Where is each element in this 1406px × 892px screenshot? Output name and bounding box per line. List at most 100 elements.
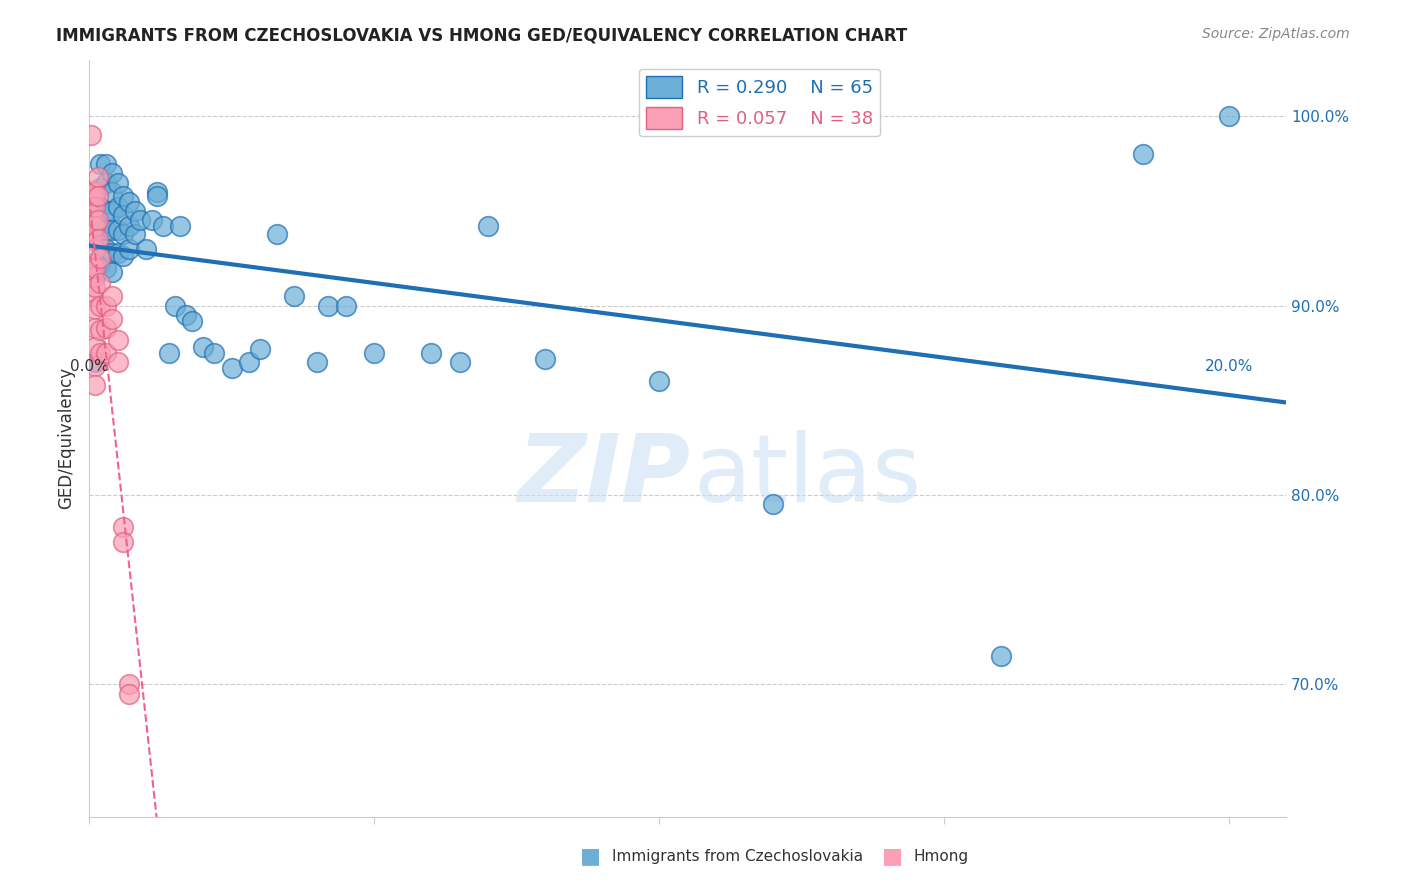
Point — [118, 242, 141, 256]
Point — [107, 200, 129, 214]
Text: 0.0%: 0.0% — [70, 359, 108, 374]
Point — [80, 208, 103, 222]
Point — [89, 156, 111, 170]
Point — [80, 232, 103, 246]
Point — [101, 185, 124, 199]
Point — [86, 169, 108, 184]
Point — [89, 276, 111, 290]
Point — [112, 208, 135, 222]
Point — [477, 219, 499, 234]
Point — [112, 227, 135, 241]
Point — [83, 279, 105, 293]
Point — [82, 289, 104, 303]
Point — [96, 321, 118, 335]
Point — [80, 128, 103, 143]
Point — [101, 311, 124, 326]
Point — [249, 342, 271, 356]
Point — [83, 200, 105, 214]
Point — [157, 346, 180, 360]
Point — [89, 181, 111, 195]
Point — [83, 270, 105, 285]
Point — [266, 227, 288, 241]
Point — [118, 219, 141, 234]
Point — [83, 378, 105, 392]
Point — [82, 270, 104, 285]
Point — [180, 314, 202, 328]
Point — [107, 223, 129, 237]
Point — [1132, 147, 1154, 161]
Point — [112, 189, 135, 203]
Point — [534, 351, 557, 366]
Point — [80, 185, 103, 199]
Point — [238, 355, 260, 369]
Text: Hmong: Hmong — [914, 849, 969, 863]
Point — [146, 185, 169, 199]
Text: ZIP: ZIP — [517, 430, 690, 522]
Point — [141, 213, 163, 227]
Point — [101, 264, 124, 278]
Point — [83, 189, 105, 203]
Point — [89, 257, 111, 271]
Point — [305, 355, 328, 369]
Point — [449, 355, 471, 369]
Point — [107, 176, 129, 190]
Point — [86, 189, 108, 203]
Text: ■: ■ — [883, 847, 903, 866]
Point — [83, 242, 105, 256]
Point — [762, 497, 785, 511]
Point — [363, 346, 385, 360]
Legend: R = 0.290    N = 65, R = 0.057    N = 38: R = 0.290 N = 65, R = 0.057 N = 38 — [638, 69, 880, 136]
Point — [96, 204, 118, 219]
Point — [112, 520, 135, 534]
Text: Immigrants from Czechoslovakia: Immigrants from Czechoslovakia — [612, 849, 863, 863]
Point — [335, 299, 357, 313]
Point — [96, 176, 118, 190]
Point — [89, 323, 111, 337]
Point — [101, 204, 124, 219]
Point — [83, 302, 105, 317]
Point — [420, 346, 443, 360]
Point — [1218, 109, 1240, 123]
Point — [96, 156, 118, 170]
Point — [107, 355, 129, 369]
Point — [96, 346, 118, 360]
Point — [204, 346, 226, 360]
Point — [169, 219, 191, 234]
Point — [101, 289, 124, 303]
Point — [118, 677, 141, 691]
Point — [96, 242, 118, 256]
Point — [83, 321, 105, 335]
Point — [283, 289, 305, 303]
Point — [83, 260, 105, 275]
Point — [124, 227, 146, 241]
Point — [80, 257, 103, 271]
Text: 20.0%: 20.0% — [1205, 359, 1253, 374]
Point — [221, 361, 243, 376]
Point — [174, 308, 197, 322]
Point — [318, 299, 340, 313]
Point — [83, 219, 105, 234]
Point — [163, 299, 186, 313]
Point — [89, 238, 111, 252]
Point — [86, 213, 108, 227]
Point — [96, 223, 118, 237]
Point — [112, 535, 135, 549]
Text: Source: ZipAtlas.com: Source: ZipAtlas.com — [1202, 27, 1350, 41]
Point — [101, 166, 124, 180]
Point — [89, 346, 111, 360]
Text: atlas: atlas — [693, 430, 921, 522]
Point — [107, 245, 129, 260]
Point — [83, 185, 105, 199]
Point — [152, 219, 174, 234]
Point — [86, 232, 108, 246]
Point — [83, 340, 105, 354]
Point — [135, 242, 157, 256]
Point — [83, 359, 105, 373]
Point — [146, 189, 169, 203]
Point — [101, 245, 124, 260]
Point — [112, 249, 135, 263]
Point — [101, 223, 124, 237]
Point — [89, 252, 111, 266]
Point — [89, 299, 111, 313]
Point — [191, 340, 214, 354]
